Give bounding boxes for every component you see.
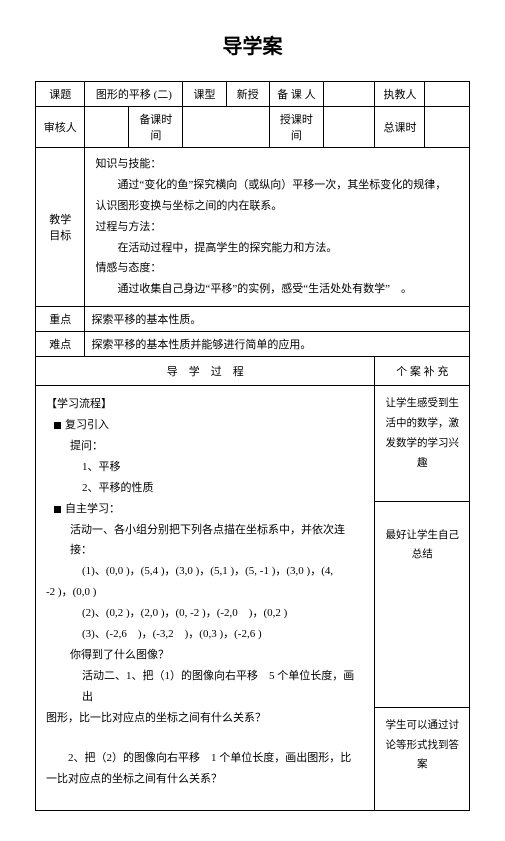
label-keypoint: 重点 bbox=[36, 307, 85, 332]
section-self: 自主学习： bbox=[65, 503, 120, 515]
points-2: (2)、(0,2 )，(2,0 )，(0, -2 )，(-2,0 )，(0,2 … bbox=[82, 603, 364, 624]
goal-k3a: 通过收集自己身边“平移”的实例，感受“生活处处有数学” 。 bbox=[95, 279, 459, 300]
activity-1: 活动一、各小组分别把下列各点描在坐标系中，并依次连接： bbox=[70, 520, 364, 562]
points-1b: -2 )，(0,0 ) bbox=[46, 582, 364, 603]
difficult-text: 探索平移的基本性质并能够进行简单的应用。 bbox=[85, 332, 470, 357]
spacer bbox=[46, 728, 364, 748]
val-topic: 图形的平移 (二) bbox=[85, 82, 183, 107]
goals-row: 教学 目标 知识与技能： 通过“变化的鱼”探究横向（或纵向）平移一次，其坐标变化… bbox=[36, 148, 470, 307]
side-note-3: 学生可以通过讨论等形式找到答案 bbox=[375, 707, 470, 811]
val-type: 新授 bbox=[226, 82, 269, 107]
activity-3b: 一比对应点的坐标之间有什么关系？ bbox=[46, 769, 364, 790]
header-row-1: 课题 图形的平移 (二) 课型 新授 备 课 人 执教人 bbox=[36, 82, 470, 107]
val-teachtime bbox=[323, 107, 375, 148]
side-note-1: 让学生感受到生活中的数学，激发数学的学习兴趣 bbox=[375, 386, 470, 501]
points-3: (3)、(-2,6 )，(-3,2 )，(0,3 )，(-2,6 ) bbox=[82, 624, 364, 645]
label-type: 课型 bbox=[183, 82, 226, 107]
header-row-2: 审核人 备课时间 授课时间 总课时 bbox=[36, 107, 470, 148]
learn-content: 【学习流程】 复习引入 提问： 1、平移 2、平移的性质 自主学习： 活动一、各… bbox=[36, 386, 375, 811]
flow-title: 【学习流程】 bbox=[46, 394, 364, 415]
activity-3a: 2、把（2）的图像向右平移 1 个单位长度，画出图形，比 bbox=[46, 748, 364, 769]
label-reviewer: 审核人 bbox=[36, 107, 85, 148]
keypoint-text: 探索平移的基本性质。 bbox=[85, 307, 470, 332]
learn-right-header: 个 案 补 充 bbox=[375, 357, 470, 386]
val-preparer bbox=[323, 82, 375, 107]
activity-2a: 活动二、1、把（1）的图像向右平移 5 个单位长度，画出 bbox=[82, 666, 364, 708]
review-1: 1、平移 bbox=[82, 457, 364, 478]
goal-k2: 过程与方法： bbox=[95, 217, 459, 238]
bullet-icon bbox=[54, 422, 61, 429]
points-1: (1)、(0,0 )，(5,4 )，(3,0 )，(5,1 )，(5, -1 )… bbox=[82, 561, 364, 582]
spacer bbox=[46, 790, 364, 802]
keypoint-row: 重点 探索平移的基本性质。 bbox=[36, 307, 470, 332]
val-teacher bbox=[425, 82, 470, 107]
label-goals: 教学 目标 bbox=[36, 148, 85, 307]
val-total bbox=[425, 107, 470, 148]
label-teachtime: 授课时间 bbox=[269, 107, 323, 148]
bullet-icon bbox=[54, 506, 61, 513]
learn-left-header: 导 学 过 程 bbox=[36, 357, 375, 386]
section-review: 复习引入 bbox=[65, 419, 109, 431]
difficult-row: 难点 探索平移的基本性质并能够进行简单的应用。 bbox=[36, 332, 470, 357]
label-preparer: 备 课 人 bbox=[269, 82, 323, 107]
val-reviewer bbox=[85, 107, 129, 148]
label-preptime: 备课时间 bbox=[129, 107, 183, 148]
goal-k1: 知识与技能： bbox=[95, 154, 459, 175]
review-2: 2、平移的性质 bbox=[82, 478, 364, 499]
side-note-2: 最好让学生自己总结 bbox=[375, 501, 470, 707]
learn-header-row: 导 学 过 程 个 案 补 充 bbox=[36, 357, 470, 386]
goal-k3: 情感与态度： bbox=[95, 258, 459, 279]
question-1: 你得到了什么图像？ bbox=[70, 645, 364, 666]
page-title: 导学案 bbox=[35, 30, 470, 59]
goal-k2a: 在活动过程中，提高学生的探究能力和方法。 bbox=[95, 238, 459, 259]
goals-content: 知识与技能： 通过“变化的鱼”探究横向（或纵向）平移一次，其坐标变化的规律， 认… bbox=[85, 148, 470, 307]
lesson-table: 课题 图形的平移 (二) 课型 新授 备 课 人 执教人 审核人 备课时间 授课… bbox=[35, 81, 470, 811]
label-difficult: 难点 bbox=[36, 332, 85, 357]
label-topic: 课题 bbox=[36, 82, 85, 107]
label-total: 总课时 bbox=[375, 107, 425, 148]
goal-k1b: 认识图形变换与坐标之间的内在联系。 bbox=[95, 196, 459, 217]
label-teacher: 执教人 bbox=[375, 82, 425, 107]
learn-body-row-1: 【学习流程】 复习引入 提问： 1、平移 2、平移的性质 自主学习： 活动一、各… bbox=[36, 386, 470, 501]
activity-2b: 图形，比一比对应点的坐标之间有什么关系？ bbox=[46, 708, 364, 729]
goal-k1a: 通过“变化的鱼”探究横向（或纵向）平移一次，其坐标变化的规律， bbox=[95, 175, 459, 196]
review-q: 提问： bbox=[70, 436, 364, 457]
val-preptime bbox=[183, 107, 270, 148]
